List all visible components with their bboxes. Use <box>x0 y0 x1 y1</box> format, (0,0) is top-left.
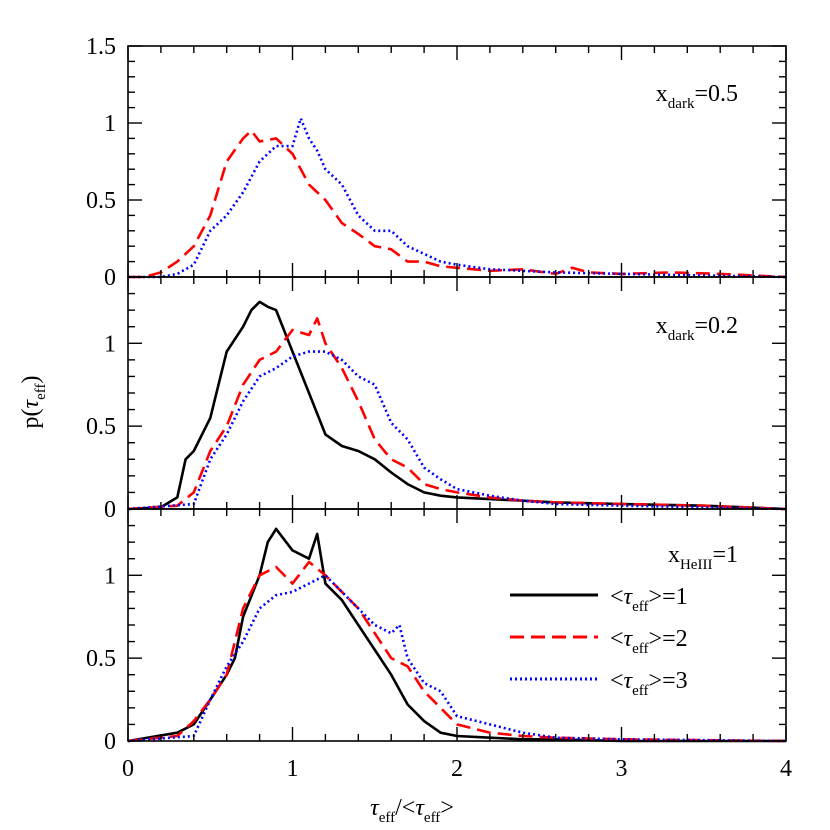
panel-frame-middle <box>127 276 787 510</box>
x-tick-label: 0 <box>122 756 134 782</box>
x-tick-label: 4 <box>780 756 792 782</box>
x-tick-label: 3 <box>616 756 628 782</box>
series-line-s3-panel-top <box>128 117 787 279</box>
x-axis-label: τeff/<τeff> <box>370 795 454 826</box>
series-line-s1-panel-bottom <box>127 527 786 743</box>
y-tick-label-top: 1.5 <box>86 34 116 60</box>
series-line-s3-panel-bottom <box>127 574 787 743</box>
y-tick-label-top: 1 <box>104 111 116 137</box>
panel-bottom-annotation: xHeIII=1 <box>668 542 738 573</box>
x-tick-labels: 0 1 2 3 4 <box>122 756 792 782</box>
series-line-s2-panel-middle <box>127 317 787 511</box>
legend: <τeff>=1 <τeff>=2 <τeff>=3 <box>510 584 688 699</box>
y-tick-label-top: 0 <box>104 265 116 291</box>
panel-bottom: 00.51 <box>86 508 787 755</box>
y-tick-label-middle: 0.5 <box>86 414 116 440</box>
panel-top-annotation: xdark=0.5 <box>656 81 738 112</box>
x-tick-label: 2 <box>451 756 463 782</box>
panel-middle-annotation: xdark=0.2 <box>656 313 738 344</box>
series-line-s2-panel-top <box>128 129 787 279</box>
series-line-s2-panel-bottom <box>127 560 787 743</box>
legend-label-2: <τeff>=2 <box>610 626 688 657</box>
panel-top: 0 0.5 1 1.5 <box>86 34 787 291</box>
y-tick-label-top: 0.5 <box>86 188 116 214</box>
y-axis-label: p(τeff) <box>18 376 49 429</box>
legend-label-1: <τeff>=1 <box>610 584 688 615</box>
y-tick-label-bottom: 0 <box>104 729 116 755</box>
series-line-s1-panel-middle <box>127 300 787 511</box>
y-tick-label-bottom: 1 <box>104 563 116 589</box>
y-tick-label-bottom: 0.5 <box>86 646 116 672</box>
legend-label-3: <τeff>=3 <box>610 668 688 699</box>
y-tick-label-middle: 0 <box>104 497 116 523</box>
panel-frame-top <box>127 45 787 278</box>
y-tick-label-middle: 1 <box>104 331 116 357</box>
series-line-s3-panel-middle <box>127 350 787 511</box>
panel-middle: 00.51 <box>86 276 787 523</box>
x-tick-label: 1 <box>287 756 299 782</box>
panel-frame-bottom <box>127 508 787 742</box>
